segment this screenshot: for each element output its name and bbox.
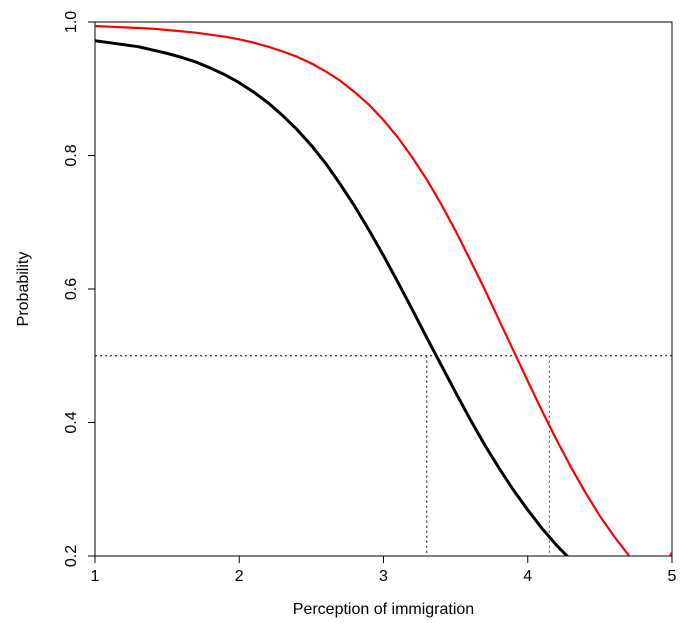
x-tick-label: 1 bbox=[91, 568, 100, 585]
x-axis-label: Perception of immigration bbox=[293, 601, 474, 618]
y-tick-label: 1.0 bbox=[63, 11, 80, 33]
x-tick-label: 5 bbox=[668, 568, 677, 585]
x-tick-label: 4 bbox=[523, 568, 532, 585]
y-tick-label: 0.8 bbox=[63, 144, 80, 166]
y-tick-label: 0.6 bbox=[63, 278, 80, 300]
y-tick-label: 0.2 bbox=[63, 545, 80, 567]
y-axis-label: Probability bbox=[15, 252, 32, 327]
chart-background bbox=[0, 0, 700, 638]
x-tick-label: 2 bbox=[235, 568, 244, 585]
y-tick-label: 0.4 bbox=[63, 411, 80, 433]
x-tick-label: 3 bbox=[379, 568, 388, 585]
